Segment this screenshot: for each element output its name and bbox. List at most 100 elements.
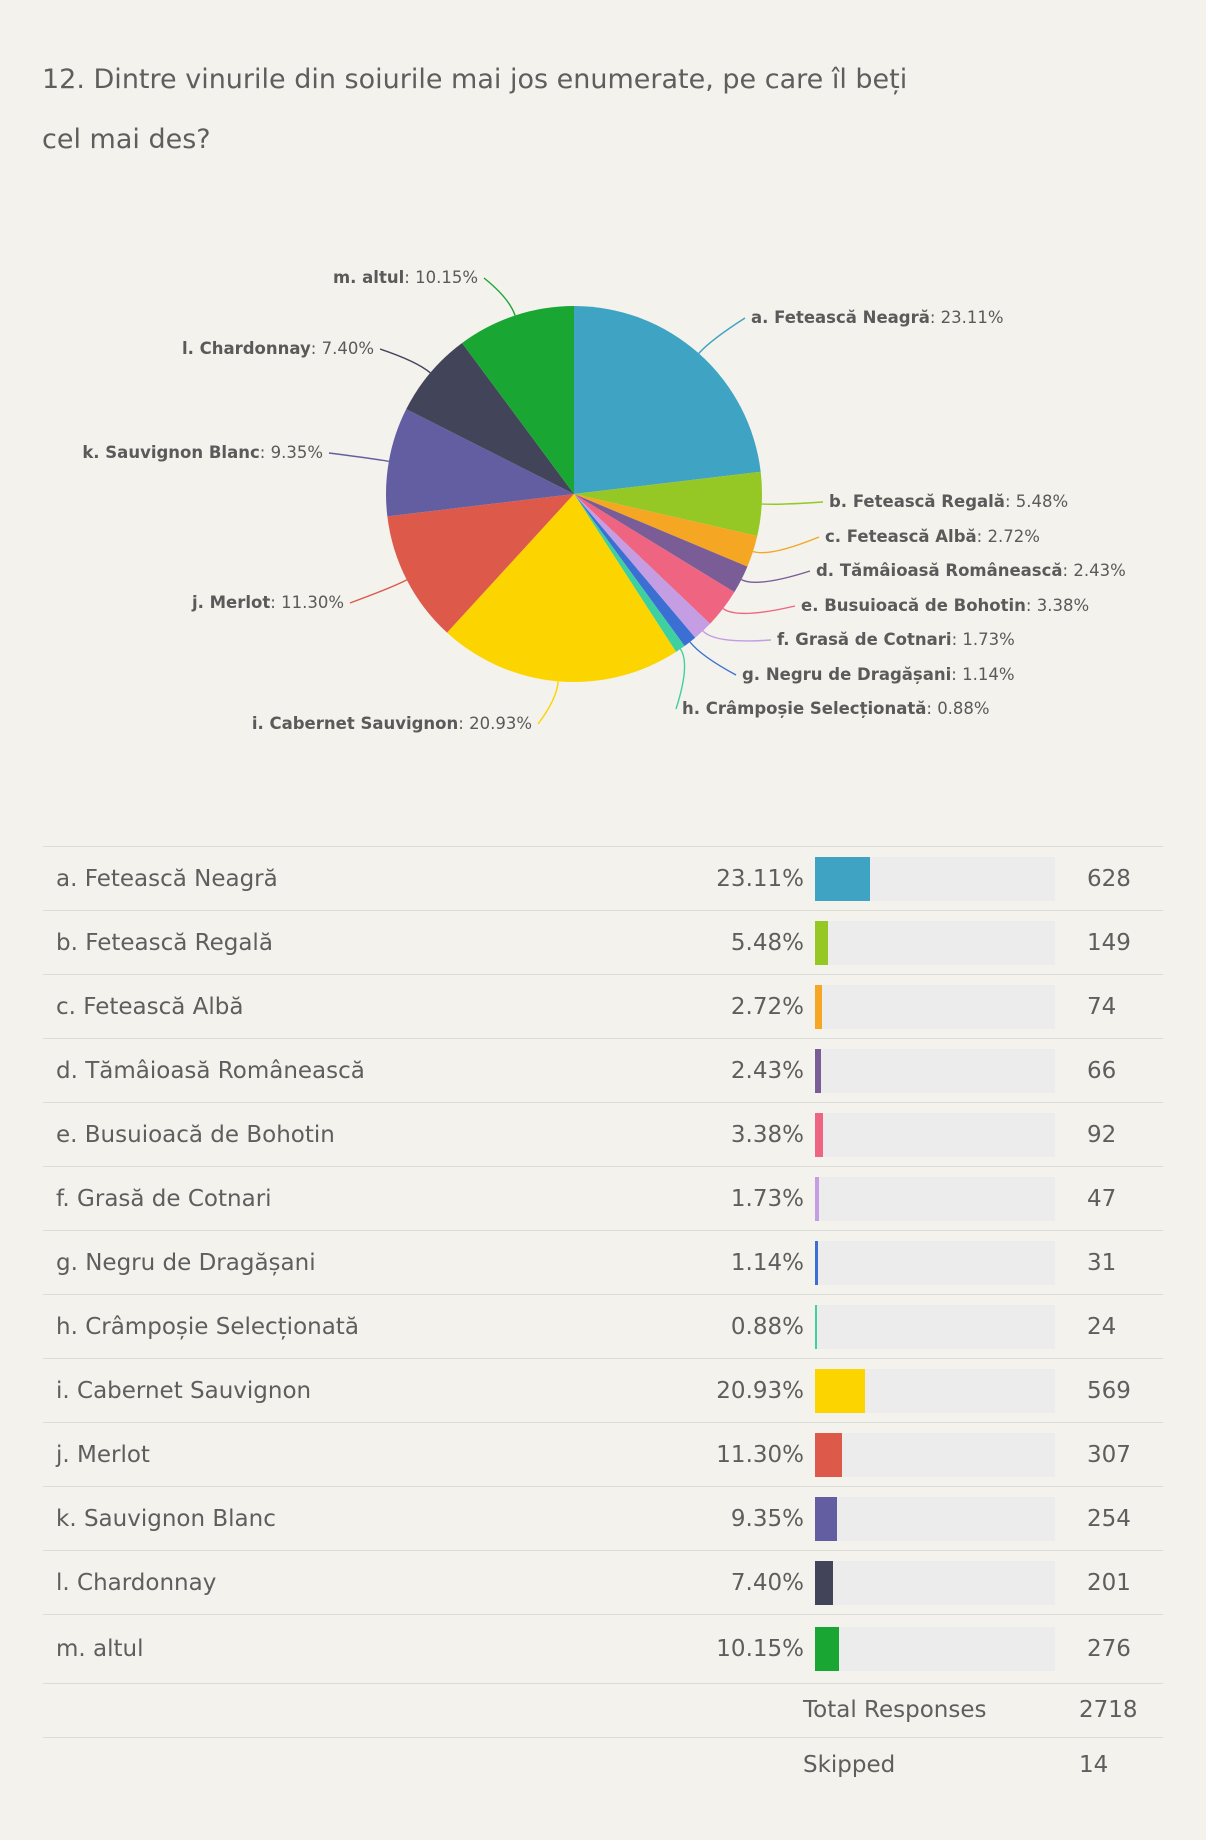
question-title: 12. Dintre vinurile din soiurile mai jos…: [42, 64, 908, 155]
pie-slice[interactable]: [406, 342, 574, 494]
pie-leader-line: [761, 501, 824, 505]
answer-label: g. Negru de Dragășani: [43, 1230, 693, 1295]
answer-label: e. Busuioacă de Bohotin: [43, 1102, 693, 1167]
answer-label: f. Grasă de Cotnari: [43, 1166, 693, 1231]
pie-label-name: j. Merlot: [191, 593, 270, 612]
percent-bar-track: [815, 1048, 1055, 1093]
percent-bar-track: [815, 1304, 1055, 1349]
pie-label-percent: 7.40%: [322, 339, 374, 358]
percent-bar: [815, 1176, 820, 1221]
pie-label-name: g. Negru de Dragășani: [742, 665, 951, 684]
answer-count: 66: [1081, 1038, 1163, 1103]
percent-bar: [815, 1496, 838, 1541]
pie-leader-line: [328, 452, 390, 463]
pie-slice[interactable]: [386, 409, 574, 517]
answer-count: 74: [1081, 974, 1163, 1039]
pie-label-percent: 5.48%: [1016, 492, 1068, 511]
pie-label: k. Sauvignon Blanc: 9.35%: [82, 443, 323, 462]
pie-leader-line: [537, 681, 559, 725]
pie-label-percent: 1.14%: [962, 665, 1014, 684]
answer-label: h. Crâmpoșie Selecționată: [43, 1294, 693, 1359]
pie-leader-line: [689, 641, 737, 676]
pie-slice[interactable]: [387, 494, 574, 633]
pie-leader-line: [698, 317, 746, 354]
total-responses-row: Total Responses 2718: [43, 1683, 1163, 1738]
pie-slice[interactable]: [574, 471, 763, 537]
answer-count: 307: [1081, 1422, 1163, 1487]
percent-bar: [815, 1304, 818, 1349]
pie-label: e. Busuioacă de Bohotin: 3.38%: [801, 596, 1089, 615]
pie-leader-line: [483, 277, 516, 316]
table-row: g. Negru de Dragășani 1.14% 31: [43, 1230, 1163, 1295]
percent-bar-track: [815, 1627, 1055, 1671]
percent-bar: [815, 1368, 866, 1413]
pie-label-percent: 3.38%: [1037, 596, 1089, 615]
table-row: i. Cabernet Sauvignon 20.93% 569: [43, 1358, 1163, 1423]
table-row: l. Chardonnay 7.40% 201: [43, 1550, 1163, 1615]
answer-count: 149: [1081, 910, 1163, 975]
pie-slice[interactable]: [574, 494, 735, 624]
answer-count: 254: [1081, 1486, 1163, 1551]
percent-bar: [815, 1627, 840, 1671]
answer-count: 24: [1081, 1294, 1163, 1359]
table-row: e. Busuioacă de Bohotin 3.38% 92: [43, 1102, 1163, 1167]
pie-label-name: h. Crâmpoșie Selecționată: [682, 699, 926, 718]
answer-count: 47: [1081, 1166, 1163, 1231]
pie-label-percent: 11.30%: [281, 593, 344, 612]
answer-percent: 0.88%: [693, 1294, 804, 1359]
answer-percent: 2.72%: [693, 974, 804, 1039]
pie-chart: a. Fetească Neagră: 23.11% b. Fetească Re…: [82, 268, 1126, 733]
pie-label: f. Grasă de Cotnari: 1.73%: [777, 630, 1015, 649]
answer-label: m. altul: [43, 1614, 693, 1684]
table-row: h. Crâmpoșie Selecționată 0.88% 24: [43, 1294, 1163, 1359]
pie-leader-line: [379, 348, 431, 374]
answer-percent: 1.14%: [693, 1230, 804, 1295]
answer-percent: 10.15%: [693, 1614, 804, 1684]
answer-label: l. Chardonnay: [43, 1550, 693, 1615]
pie-label: c. Fetească Albă: 2.72%: [825, 527, 1040, 546]
answer-count: 276: [1081, 1614, 1163, 1684]
answer-percent: 9.35%: [693, 1486, 804, 1551]
percent-bar: [815, 1560, 833, 1605]
percent-bar-track: [815, 920, 1055, 965]
percent-bar: [815, 1240, 818, 1285]
pie-slice[interactable]: [462, 306, 574, 494]
table-row: b. Fetească Regală 5.48% 149: [43, 910, 1163, 975]
answer-count: 201: [1081, 1550, 1163, 1615]
pie-label-percent: 2.43%: [1073, 561, 1125, 580]
percent-bar-track: [815, 1496, 1055, 1541]
pie-leader-line: [741, 570, 811, 583]
pie-label-name: d. Tămâioasă Românească: [816, 561, 1063, 580]
pie-leader-line: [675, 648, 686, 710]
pie-slice[interactable]: [574, 306, 761, 494]
pie-slice[interactable]: [574, 494, 696, 647]
skipped-value: 14: [1079, 1752, 1109, 1778]
percent-bar-track: [815, 1432, 1055, 1477]
pie-slice[interactable]: [574, 494, 711, 638]
pie-label: d. Tămâioasă Românească: 2.43%: [816, 561, 1126, 580]
results-table: a. Fetească Neagră 23.11% 628 b. Fetească R…: [43, 846, 1163, 1684]
pie-label: g. Negru de Dragășani: 1.14%: [742, 665, 1015, 684]
pie-leader-line: [722, 605, 796, 615]
pie-slice[interactable]: [574, 494, 758, 567]
table-row: f. Grasă de Cotnari 1.73% 47: [43, 1166, 1163, 1231]
total-responses-value: 2718: [1079, 1683, 1163, 1738]
pie-label-name: a. Fetească Neagră: [751, 308, 930, 327]
pie-label-percent: 10.15%: [415, 268, 478, 287]
pie-label: m. altul: 10.15%: [333, 268, 478, 287]
answer-label: k. Sauvignon Blanc: [43, 1486, 693, 1551]
answer-label: d. Tămâioasă Românească: [43, 1038, 693, 1103]
pie-slice[interactable]: [574, 494, 685, 652]
pie-label-percent: 9.35%: [271, 443, 323, 462]
answer-count: 628: [1081, 846, 1163, 911]
table-row: d. Tămâioasă Românească 2.43% 66: [43, 1038, 1163, 1103]
pie-slice[interactable]: [447, 494, 677, 683]
answer-label: a. Fetească Neagră: [43, 846, 693, 911]
pie-slice[interactable]: [574, 494, 748, 593]
pie-label: j. Merlot: 11.30%: [191, 593, 344, 612]
pie-label-name: l. Chardonnay: [182, 339, 311, 358]
percent-bar-track: [815, 856, 1055, 901]
pie-leader-line: [752, 536, 820, 554]
pie-label-percent: 0.88%: [937, 699, 989, 718]
percent-bar-track: [815, 1240, 1055, 1285]
